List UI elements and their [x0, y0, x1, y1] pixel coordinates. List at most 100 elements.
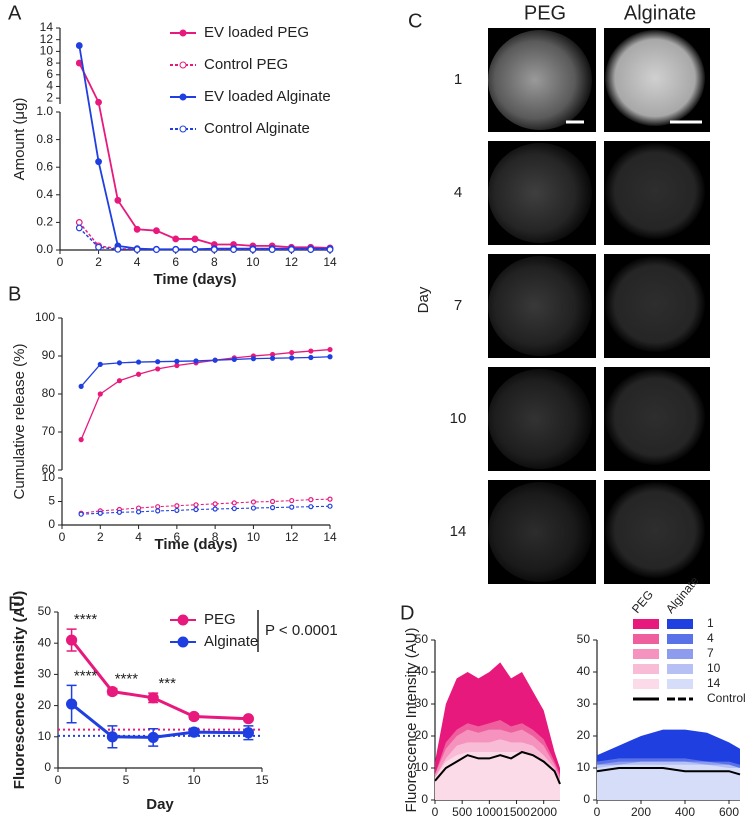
panel-label: D: [400, 602, 414, 624]
y-axis-label: Amount (μg): [11, 98, 28, 181]
legend-label: PEG: [204, 611, 236, 628]
point: [250, 505, 257, 511]
point: [78, 511, 84, 517]
row-label: 1: [454, 71, 462, 88]
point: [155, 359, 161, 365]
point: [327, 346, 333, 353]
series-line: [78, 45, 330, 251]
series-line: [80, 348, 331, 440]
point: [116, 360, 123, 366]
legend-marker: [179, 61, 187, 69]
x-tick-label: 0: [57, 255, 64, 269]
point: [308, 504, 314, 510]
point: [114, 245, 122, 253]
y-tick-label: 60: [42, 462, 56, 476]
y-tick-label: 12: [40, 32, 54, 46]
x-axis-label: Day: [146, 796, 174, 813]
point: [155, 366, 161, 372]
y-tick-label: 90: [42, 348, 56, 362]
y-tick-label: 1.0: [36, 104, 53, 118]
point: [191, 246, 199, 253]
x-tick-label: 2: [95, 255, 102, 269]
point: [147, 692, 159, 704]
image-peg-sample: [488, 256, 592, 356]
legend-label: 14: [707, 676, 721, 690]
y-tick-label: 0.8: [36, 132, 53, 146]
point: [308, 348, 314, 354]
significance: ****: [74, 667, 98, 684]
image-peg-sample: [488, 143, 592, 243]
x-axis-label: Time (days): [153, 271, 236, 288]
point: [174, 507, 180, 514]
x-tick-label: 0: [55, 773, 62, 787]
x-tick-label: 14: [323, 255, 337, 269]
point: [65, 698, 78, 710]
point: [289, 504, 295, 510]
legend-label: Alginate: [204, 633, 258, 650]
y-tick-label: 10: [577, 760, 591, 774]
legend-label: Control: [707, 691, 746, 705]
legend-label: 7: [707, 646, 714, 660]
point: [78, 437, 84, 443]
point: [327, 354, 333, 360]
y-tick-label: 50: [415, 632, 429, 646]
point: [289, 355, 295, 361]
point: [155, 504, 161, 510]
y-axis-label: Fluorescence Intensity (AU): [403, 627, 420, 812]
profile-line: [596, 767, 741, 776]
point: [106, 685, 119, 698]
point: [269, 505, 276, 511]
point: [289, 349, 295, 356]
point: [153, 246, 160, 253]
x-tick-label: 600: [719, 805, 739, 819]
legend-swatch: [633, 619, 659, 629]
legend-swatch: [667, 664, 693, 674]
x-tick-label: 10: [187, 773, 201, 787]
point: [95, 98, 102, 106]
x-tick-label: 8: [212, 530, 219, 544]
y-tick-label: 80: [42, 386, 56, 400]
point: [327, 496, 333, 502]
legend-label: 4: [707, 631, 714, 645]
point: [133, 246, 141, 253]
legend-marker: [179, 29, 187, 37]
point: [193, 502, 199, 508]
point: [193, 358, 199, 364]
image-alginate-sample: [605, 482, 705, 578]
series-line: [70, 702, 249, 739]
point: [212, 506, 218, 512]
point: [116, 509, 123, 515]
point: [210, 246, 218, 253]
legend-swatch: [633, 649, 659, 659]
point: [174, 358, 180, 364]
point: [289, 497, 295, 504]
series-line: [81, 505, 331, 515]
legend-marker: [177, 614, 189, 626]
y-tick-label: 14: [40, 20, 54, 34]
significance: ***: [158, 675, 176, 692]
point: [212, 357, 218, 363]
image-alginate-sample: [605, 143, 705, 239]
x-tick-label: 6: [172, 255, 179, 269]
image-peg-sample: [488, 30, 592, 130]
panel-label: B: [8, 283, 21, 305]
column-header: Alginate: [624, 2, 696, 24]
y-axis-label: Cumulative release (%): [11, 344, 28, 500]
y-tick-label: 10: [42, 470, 56, 484]
point: [268, 246, 276, 253]
point: [174, 362, 180, 369]
image-alginate-sample: [605, 369, 705, 465]
point: [155, 508, 161, 514]
row-label: 7: [454, 297, 462, 314]
x-tick-label: 4: [134, 255, 141, 269]
x-tick-label: 15: [255, 773, 269, 787]
y-tick-label: 50: [38, 604, 52, 618]
legend-label: 1: [707, 616, 714, 630]
x-tick-label: 1500: [503, 805, 530, 819]
legend-marker: [179, 125, 187, 133]
column-header: PEG: [524, 2, 566, 24]
x-axis-label: Time (days): [154, 536, 237, 553]
image-peg-sample: [488, 482, 592, 582]
y-tick-label: 0.0: [36, 242, 53, 256]
